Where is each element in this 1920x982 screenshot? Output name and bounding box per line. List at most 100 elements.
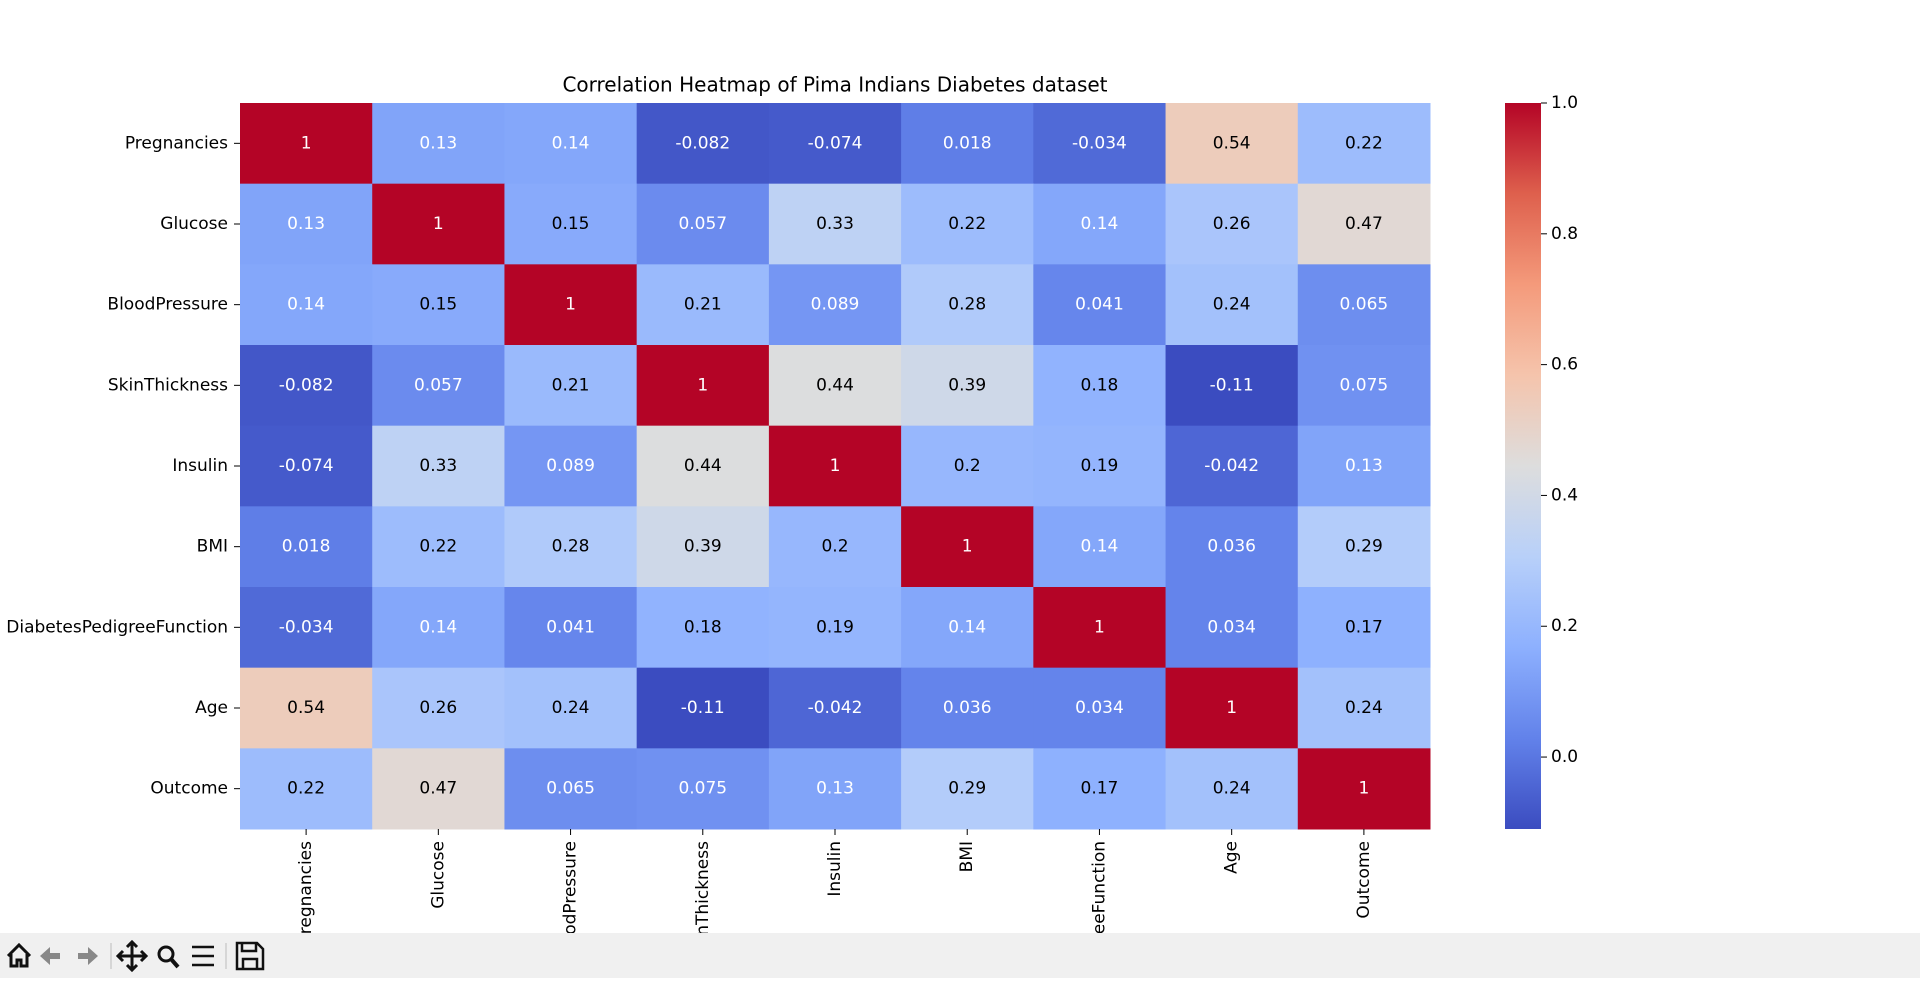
heatmap-cell xyxy=(768,425,902,507)
cell-label: 0.44 xyxy=(684,456,722,476)
cell-label: 1 xyxy=(301,133,312,153)
colorbar-tick-label: 0.4 xyxy=(1551,485,1578,505)
cell-label: 0.065 xyxy=(546,779,595,799)
cell-label: -0.082 xyxy=(279,375,334,395)
cell-label: 0.28 xyxy=(948,295,986,315)
heatmap-cell xyxy=(504,345,638,427)
cell-label: -0.074 xyxy=(279,456,334,476)
cell-label: 0.018 xyxy=(943,133,992,153)
cell-label: 0.28 xyxy=(552,537,590,557)
heatmap-cell xyxy=(504,748,638,830)
x-tick-label: Insulin xyxy=(825,841,845,897)
cell-label: 0.24 xyxy=(1345,698,1383,718)
heatmap-cell xyxy=(372,183,505,265)
cell-label: 0.19 xyxy=(816,617,854,637)
zoom-button[interactable] xyxy=(157,945,175,963)
heatmap-cell xyxy=(1033,183,1167,265)
y-tick-label: Age xyxy=(195,698,228,718)
chart: Correlation Heatmap of Pima Indians Diab… xyxy=(6,73,1578,934)
heatmap-cell xyxy=(240,183,373,265)
save-button[interactable] xyxy=(235,941,265,971)
heatmap-cell xyxy=(1033,425,1167,507)
heatmap-cell xyxy=(768,183,902,265)
heatmap-cell xyxy=(372,587,505,669)
cell-label: 0.26 xyxy=(1213,214,1251,234)
cell-label: -0.11 xyxy=(1210,375,1254,395)
config-button[interactable] xyxy=(192,945,214,967)
heatmap-cell xyxy=(636,183,770,265)
cell-label: 0.14 xyxy=(1081,214,1119,234)
cell-label: 0.24 xyxy=(1213,779,1251,799)
cell-label: -0.034 xyxy=(279,617,334,637)
cell-label: 0.034 xyxy=(1075,698,1124,718)
heatmap-cell xyxy=(372,748,505,830)
heatmap-cell xyxy=(1297,345,1431,427)
heatmap-cell xyxy=(240,264,373,346)
zoom-handle xyxy=(169,957,180,969)
cell-label: 0.14 xyxy=(1081,537,1119,557)
forward-button[interactable] xyxy=(78,947,98,965)
heatmap-cell xyxy=(1165,506,1299,588)
heatmap-cell xyxy=(372,506,505,588)
cell-label: 0.15 xyxy=(419,295,457,315)
heatmap-cell xyxy=(1165,264,1299,346)
cell-label: -0.11 xyxy=(681,698,725,718)
cell-label: 0.15 xyxy=(552,214,590,234)
heatmap-cell xyxy=(240,587,373,669)
x-tick-label: DiabetesPedigreeFunction xyxy=(1089,841,1109,933)
cell-label: -0.082 xyxy=(675,133,730,153)
heatmap-cell xyxy=(768,264,902,346)
cell-label: 0.2 xyxy=(954,456,981,476)
cell-label: 0.54 xyxy=(1213,133,1251,153)
heatmap-cell xyxy=(372,264,505,346)
x-tick-label: Age xyxy=(1222,841,1242,874)
toolbar-icons xyxy=(6,939,265,973)
heatmap-cell xyxy=(1033,587,1167,669)
cell-label: 0.22 xyxy=(287,779,325,799)
cell-label: 0.29 xyxy=(948,779,986,799)
heatmap-cell xyxy=(636,587,770,669)
cell-label: 0.13 xyxy=(816,779,854,799)
cell-label: 0.22 xyxy=(948,214,986,234)
heatmap-cell xyxy=(901,748,1034,830)
heatmap-cell xyxy=(1033,264,1167,346)
heatmap-cell xyxy=(1165,748,1299,830)
colorbar-tick-label: 1.0 xyxy=(1551,93,1578,113)
cell-label: 0.21 xyxy=(684,295,722,315)
heatmap-cell xyxy=(1165,183,1299,265)
y-tick-label: SkinThickness xyxy=(108,375,228,395)
y-tick-label: Pregnancies xyxy=(125,133,228,153)
heatmap-cell xyxy=(1297,183,1431,265)
cell-label: 0.018 xyxy=(282,537,331,557)
cell-label: 1 xyxy=(433,214,444,234)
cell-label: 0.29 xyxy=(1345,537,1383,557)
heatmap-cell xyxy=(901,183,1034,265)
heatmap-cell xyxy=(372,425,505,507)
cell-label: -0.042 xyxy=(1204,456,1259,476)
home-button[interactable] xyxy=(6,942,32,968)
heatmap-cell xyxy=(372,667,505,749)
heatmap-cell xyxy=(1165,587,1299,669)
heatmap-cell xyxy=(504,667,638,749)
x-tick-label: Outcome xyxy=(1354,841,1374,919)
heatmap-cell xyxy=(768,587,902,669)
x-tick-label: Glucose xyxy=(428,841,448,909)
pan-button[interactable] xyxy=(115,939,149,973)
back-button[interactable] xyxy=(40,947,60,965)
colorbar-tick-label: 0.0 xyxy=(1551,747,1578,767)
heatmap-cell xyxy=(636,345,770,427)
cell-label: 0.13 xyxy=(287,214,325,234)
cell-label: 0.089 xyxy=(811,295,860,315)
heatmap-cell xyxy=(1297,748,1431,830)
heatmap-cell xyxy=(504,183,638,265)
colorbar-tick-label: 0.6 xyxy=(1551,355,1578,375)
y-tick-label: BMI xyxy=(197,537,228,557)
cell-label: 1 xyxy=(1094,617,1105,637)
cell-label: 0.19 xyxy=(1081,456,1119,476)
y-tick-label: BloodPressure xyxy=(107,295,228,315)
cell-label: 0.22 xyxy=(1345,133,1383,153)
x-tick-label: BMI xyxy=(957,841,977,872)
heatmap-cell xyxy=(768,506,902,588)
cell-label: 0.17 xyxy=(1345,617,1383,637)
cell-label: 0.057 xyxy=(678,214,727,234)
